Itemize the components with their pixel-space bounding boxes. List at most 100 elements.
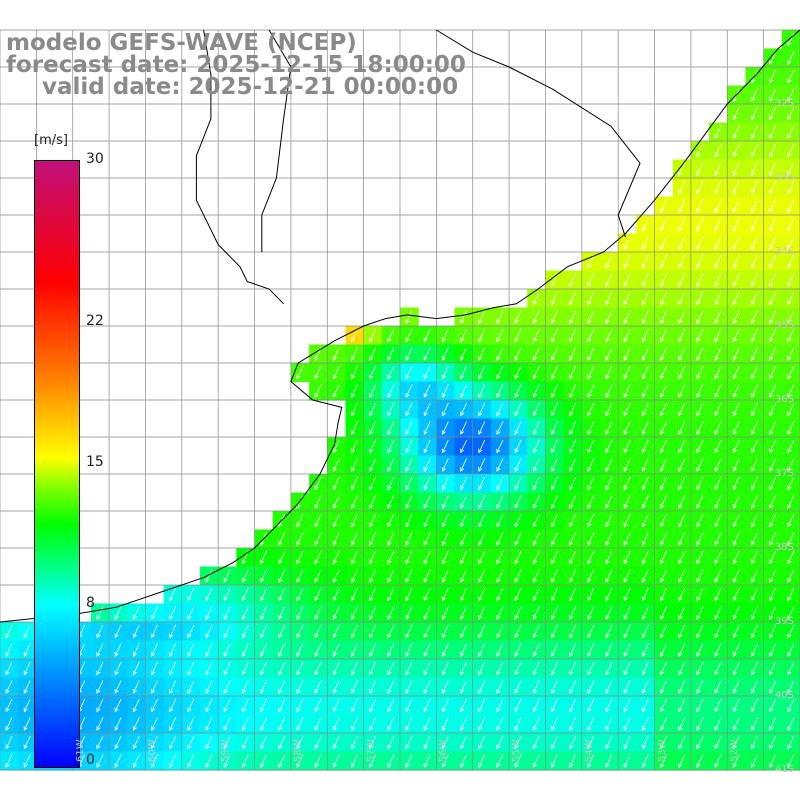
wind-speed-cell bbox=[727, 566, 747, 586]
wind-arrow bbox=[460, 347, 467, 361]
wind-speed-cell bbox=[18, 622, 37, 642]
wind-speed-cell bbox=[327, 733, 347, 753]
wind-arrow bbox=[605, 661, 613, 676]
wind-speed-cell bbox=[527, 677, 547, 697]
wind-speed-cell bbox=[127, 677, 147, 697]
wind-arrow bbox=[423, 606, 431, 620]
wind-arrow bbox=[714, 199, 722, 213]
wind-arrow bbox=[550, 384, 558, 398]
wind-arrow bbox=[205, 735, 213, 750]
wind-arrow bbox=[332, 476, 340, 491]
wind-arrow bbox=[150, 643, 158, 657]
wind-arrow bbox=[696, 143, 704, 158]
wind-arrow bbox=[550, 513, 558, 528]
wind-arrow bbox=[660, 680, 667, 694]
wind-arrow bbox=[769, 328, 777, 343]
wind-arrow bbox=[496, 680, 504, 694]
wind-arrow bbox=[769, 199, 777, 213]
wind-arrow bbox=[514, 513, 522, 528]
colorbar-tick-label: 15 bbox=[86, 454, 104, 470]
wind-arrow bbox=[332, 569, 340, 583]
wind-arrow bbox=[387, 643, 395, 657]
wind-arrow bbox=[423, 550, 431, 565]
wind-arrow bbox=[641, 365, 649, 380]
wind-arrow bbox=[550, 550, 558, 565]
wind-arrow bbox=[132, 698, 140, 713]
wind-speed-cell bbox=[400, 566, 419, 586]
wind-arrow bbox=[641, 217, 649, 232]
wind-arrow bbox=[550, 421, 558, 435]
wind-arrow bbox=[514, 365, 522, 380]
wind-arrow bbox=[550, 587, 558, 602]
wind-arrow bbox=[550, 717, 558, 731]
wind-arrow bbox=[696, 199, 704, 213]
wind-arrow bbox=[223, 735, 231, 750]
wind-arrow bbox=[678, 162, 686, 176]
wind-arrow bbox=[441, 661, 449, 676]
wind-arrow bbox=[714, 476, 722, 491]
wind-speed-cell bbox=[327, 603, 347, 623]
wind-arrow bbox=[732, 717, 740, 731]
wind-arrow bbox=[441, 513, 449, 528]
wind-arrow bbox=[587, 754, 595, 768]
wind-arrow bbox=[787, 125, 795, 139]
wind-arrow bbox=[296, 643, 304, 657]
wind-arrow bbox=[714, 143, 722, 158]
wind-speed-cell bbox=[727, 437, 747, 457]
wind-arrow bbox=[5, 717, 13, 731]
wind-arrow bbox=[423, 754, 431, 768]
wind-arrow bbox=[605, 458, 613, 472]
wind-arrow bbox=[587, 273, 595, 287]
wind-arrow bbox=[278, 587, 286, 602]
wind-arrow bbox=[496, 495, 504, 509]
wind-arrow bbox=[750, 661, 758, 676]
wind-arrow bbox=[314, 735, 322, 750]
wind-speed-cell bbox=[509, 363, 528, 383]
wind-speed-cell bbox=[600, 603, 619, 623]
wind-speed-cell bbox=[400, 659, 419, 679]
wind-arrow bbox=[714, 310, 722, 324]
wind-arrow bbox=[678, 495, 686, 509]
wind-arrow bbox=[441, 476, 449, 491]
wind-arrow bbox=[787, 51, 795, 65]
wind-arrow bbox=[514, 754, 522, 768]
wind-arrow bbox=[278, 569, 286, 583]
wind-speed-cell bbox=[327, 548, 347, 568]
wind-arrow bbox=[769, 291, 777, 306]
wind-arrow bbox=[96, 735, 104, 750]
wind-speed-cell bbox=[727, 252, 747, 272]
wind-arrow bbox=[769, 643, 777, 657]
wind-arrow bbox=[369, 347, 377, 361]
wind-speed-cell bbox=[418, 566, 437, 586]
wind-arrow bbox=[369, 587, 377, 602]
wind-arrow bbox=[623, 717, 631, 731]
wind-arrow bbox=[787, 291, 795, 306]
wind-speed-cell bbox=[509, 344, 528, 364]
wind-arrow bbox=[96, 680, 104, 694]
wind-speed-cell bbox=[0, 696, 19, 716]
wind-arrow bbox=[769, 143, 777, 158]
wind-arrow bbox=[605, 476, 613, 491]
wind-arrow bbox=[369, 717, 377, 731]
wind-arrow bbox=[623, 439, 631, 454]
wind-speed-cell bbox=[709, 196, 728, 216]
wind-arrow bbox=[532, 384, 540, 398]
wind-arrow bbox=[514, 569, 522, 583]
wind-speed-cell bbox=[200, 714, 219, 734]
wind-arrow bbox=[696, 402, 704, 417]
wind-arrow bbox=[187, 735, 195, 750]
wind-arrow bbox=[714, 495, 722, 509]
wind-arrow bbox=[405, 476, 413, 491]
wind-arrow bbox=[150, 717, 158, 731]
wind-arrow bbox=[260, 680, 267, 694]
wind-arrow bbox=[441, 735, 449, 750]
wind-arrow bbox=[478, 458, 486, 472]
wind-arrow bbox=[96, 606, 104, 620]
wind-speed-cell bbox=[709, 381, 728, 401]
wind-arrow bbox=[732, 458, 740, 472]
wind-arrow bbox=[441, 550, 449, 565]
wind-speed-cell bbox=[309, 566, 328, 586]
wind-speed-cell bbox=[709, 159, 728, 179]
wind-speed-cell bbox=[218, 714, 237, 734]
wind-arrow bbox=[478, 384, 486, 398]
